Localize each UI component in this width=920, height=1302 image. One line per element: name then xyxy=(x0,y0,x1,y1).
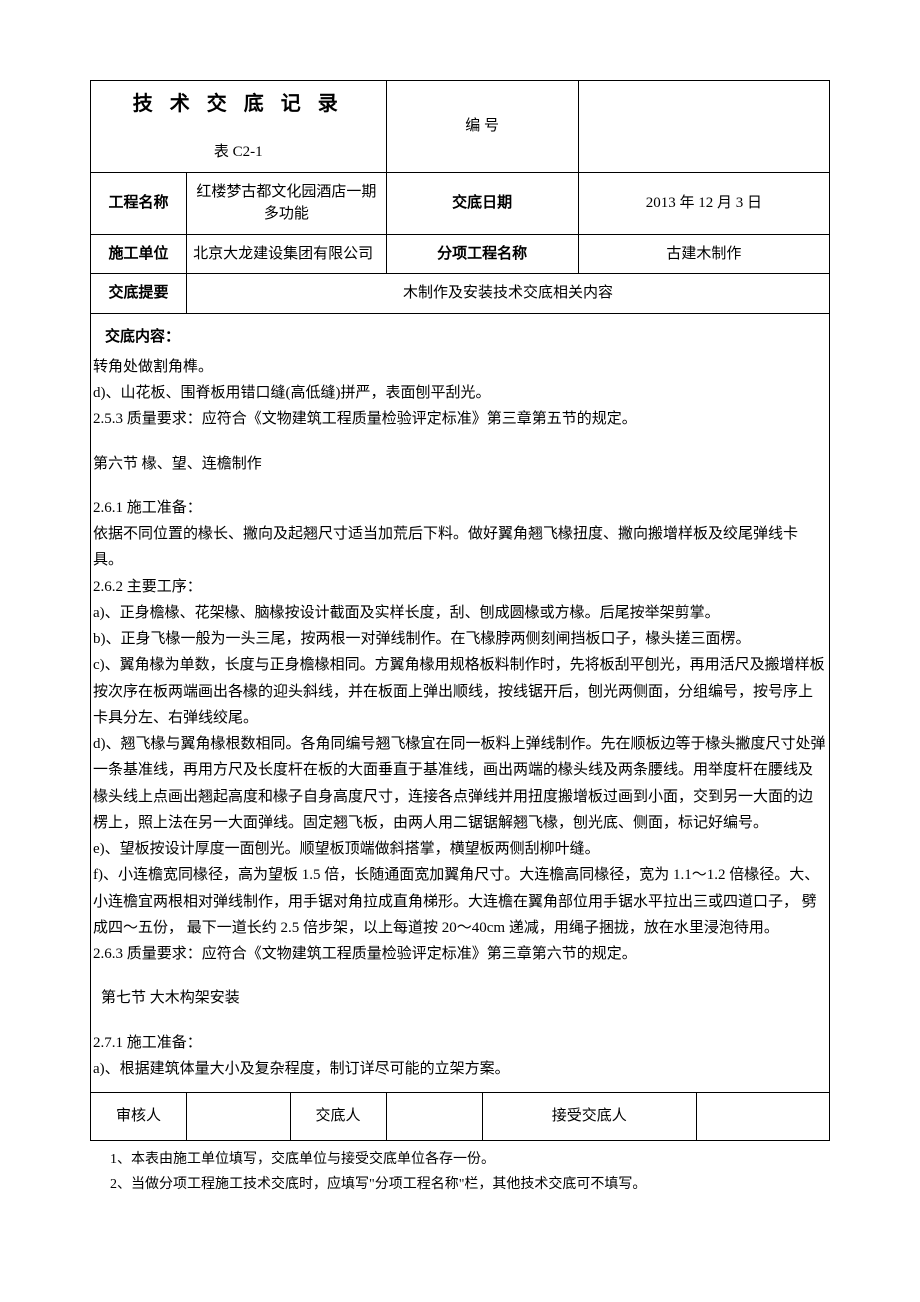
unit-value: 北京大龙建设集团有限公司 xyxy=(187,234,387,274)
para-14: 2.7.1 施工准备： xyxy=(91,1030,829,1056)
receiver-label: 接受交底人 xyxy=(482,1093,696,1141)
para-11: e)、望板按设计厚度一面刨光。顺望板顶端做斜搭掌，横望板两侧刮柳叶缝。 xyxy=(91,836,829,862)
para-2: d)、山花板、围脊板用错口缝(高低缝)拼严，表面刨平刮光。 xyxy=(91,380,829,406)
disclosure-label: 交底人 xyxy=(290,1093,386,1141)
section-6-title: 第六节 椽、望、连檐制作 xyxy=(91,433,829,495)
summary-value: 木制作及安装技术交底相关内容 xyxy=(187,274,830,314)
subproject-label: 分项工程名称 xyxy=(386,234,578,274)
para-13: 2.6.3 质量要求：应符合《文物建筑工程质量检验评定标准》第三章第六节的规定。 xyxy=(91,941,829,967)
para-8: b)、正身飞椽一般为一头三尾，按两根一对弹线制作。在飞椽脖两侧刻闸挡板口子，椽头… xyxy=(91,626,829,652)
para-6: 2.6.2 主要工序： xyxy=(91,574,829,600)
reviewer-value xyxy=(187,1093,290,1141)
doc-title: 技 术 交 底 记 录 xyxy=(97,89,380,125)
section-7-title: 第七节 大木构架安装 xyxy=(91,967,829,1029)
para-10: d)、翘飞椽与翼角椽根数相同。各角同编号翘飞椽宜在同一板料上弹线制作。先在顺板边… xyxy=(91,731,829,836)
project-name-label: 工程名称 xyxy=(91,172,187,234)
document-table: 技 术 交 底 记 录 编 号 表 C2-1 工程名称 红楼梦古都文化园酒店一期… xyxy=(90,80,830,1141)
subproject-value: 古建木制作 xyxy=(578,234,829,274)
number-value xyxy=(578,81,829,173)
receiver-value xyxy=(696,1093,829,1141)
para-4: 2.6.1 施工准备： xyxy=(91,495,829,521)
para-9: c)、翼角椽为单数，长度与正身檐椽相同。方翼角椽用规格板料制作时，先将板刮平刨光… xyxy=(91,652,829,731)
footer-note-2: 2、当做分项工程施工技术交底时，应填写"分项工程名称"栏，其他技术交底可不填写。 xyxy=(110,1172,830,1197)
para-5: 依据不同位置的椽长、撇向及起翘尺寸适当加荒后下料。做好翼角翘飞椽扭度、撇向搬增样… xyxy=(91,521,829,574)
table-number: 表 C2-1 xyxy=(97,141,380,164)
para-15: a)、根据建筑体量大小及复杂程度，制订详尽可能的立架方案。 xyxy=(91,1056,829,1082)
para-7: a)、正身檐椽、花架椽、脑椽按设计截面及实样长度，刮、刨成圆椽或方椽。后尾按举架… xyxy=(91,600,829,626)
summary-label: 交底提要 xyxy=(91,274,187,314)
content-body: 交底内容： 转角处做割角榫。 d)、山花板、围脊板用错口缝(高低缝)拼严，表面刨… xyxy=(91,313,830,1093)
para-12: f)、小连檐宽同椽径，高为望板 1.5 倍，长随通面宽加翼角尺寸。大连檐高同椽径… xyxy=(91,862,829,941)
para-3: 2.5.3 质量要求：应符合《文物建筑工程质量检验评定标准》第三章第五节的规定。 xyxy=(91,406,829,432)
para-1: 转角处做割角榫。 xyxy=(91,354,829,380)
footer-note-1: 1、本表由施工单位填写，交底单位与接受交底单位各存一份。 xyxy=(110,1147,830,1172)
reviewer-label: 审核人 xyxy=(91,1093,187,1141)
disclosure-value xyxy=(386,1093,482,1141)
project-name-value: 红楼梦古都文化园酒店一期多功能 xyxy=(187,172,387,234)
number-label: 编 号 xyxy=(386,81,578,173)
footer-notes: 1、本表由施工单位填写，交底单位与接受交底单位各存一份。 2、当做分项工程施工技… xyxy=(90,1141,830,1197)
content-heading: 交底内容： xyxy=(91,324,829,350)
date-value: 2013 年 12 月 3 日 xyxy=(578,172,829,234)
unit-label: 施工单位 xyxy=(91,234,187,274)
date-label: 交底日期 xyxy=(386,172,578,234)
